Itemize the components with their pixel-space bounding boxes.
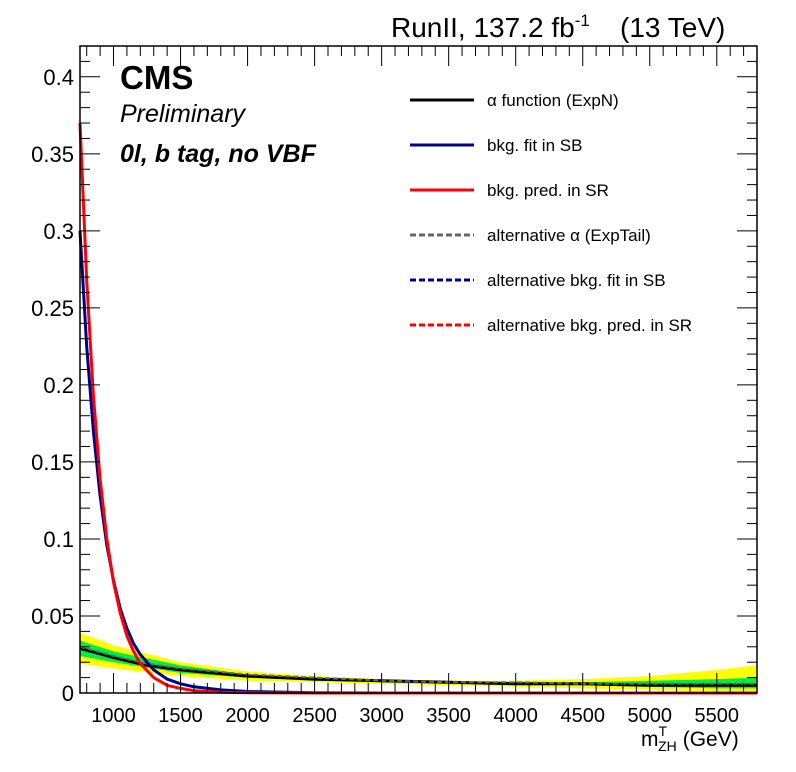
legend: α function (ExpN) bkg. fit in SB bkg. pred… <box>410 91 692 335</box>
x-tick-label: 4000 <box>493 705 538 727</box>
series-lines <box>78 122 757 695</box>
x-tick-label: 2000 <box>225 705 270 727</box>
series-line-4 <box>78 122 757 695</box>
y-tick-label: 0.2 <box>43 373 74 398</box>
y-tick-label: 0.25 <box>31 296 74 321</box>
y-tick-label: 0.05 <box>31 604 74 629</box>
cms-label: CMS <box>120 59 193 96</box>
y-tick-label: 0.3 <box>43 219 74 244</box>
band-two-sigma <box>80 632 757 693</box>
series-line-5 <box>79 122 757 694</box>
x-tick-label: 4500 <box>560 705 605 727</box>
x-tick-label: 5500 <box>695 705 740 727</box>
lumi-exponent: -1 <box>575 11 590 30</box>
y-tick-label: 0.15 <box>31 450 74 475</box>
y-tick-label: 0 <box>62 681 74 706</box>
axis-ticks: 1000 1500 2000 2500 3000 3500 4000 4500 5000 5500… <box>31 45 758 727</box>
legend-label: bkg. fit in SB <box>487 136 582 155</box>
x-tick-label: 3500 <box>426 705 471 727</box>
x-tick-label: 2500 <box>292 705 337 727</box>
y-tick-label: 0.1 <box>43 527 74 552</box>
x-tick-label: 5000 <box>628 705 673 727</box>
series-line-2 <box>78 230 757 695</box>
y-tick-label: 0.35 <box>31 142 74 167</box>
legend-label: alternative α (ExpTail) <box>487 226 651 245</box>
header-energy: (13 TeV) <box>620 12 725 43</box>
y-tick-label: 0.4 <box>43 65 74 90</box>
x-axis-label: mT ZH (GeV) <box>641 723 739 754</box>
x-tick-label: 1000 <box>91 705 136 727</box>
x-tick-label: 3000 <box>359 705 404 727</box>
x-tick-label: 1500 <box>158 705 203 727</box>
legend-label: bkg. pred. in SR <box>487 181 609 200</box>
preliminary-label: Preliminary <box>120 100 247 128</box>
series-line-3 <box>79 230 757 694</box>
header-lumi: RunII, 137.2 fb-1 <box>391 11 590 43</box>
category-label: 0l, b tag, no VBF <box>120 140 317 168</box>
legend-label: alternative bkg. fit in SB <box>487 271 666 290</box>
legend-label: α function (ExpN) <box>487 91 619 110</box>
legend-label: alternative bkg. pred. in SR <box>487 316 692 335</box>
